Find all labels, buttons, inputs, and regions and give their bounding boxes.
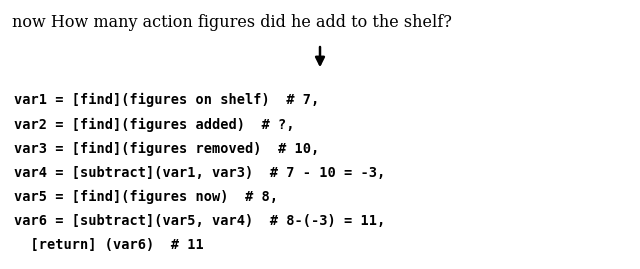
Text: [return] (var6)  # 11: [return] (var6) # 11 [14, 238, 204, 252]
Text: now How many action figures did he add to the shelf?: now How many action figures did he add t… [12, 15, 451, 31]
Text: var3 = [find](figures removed)  # 10,: var3 = [find](figures removed) # 10, [14, 141, 319, 156]
Text: var4 = [subtract](var1, var3)  # 7 - 10 = -3,: var4 = [subtract](var1, var3) # 7 - 10 =… [14, 166, 385, 180]
Text: var5 = [find](figures now)  # 8,: var5 = [find](figures now) # 8, [14, 190, 278, 204]
Text: var2 = [find](figures added)  # ?,: var2 = [find](figures added) # ?, [14, 118, 294, 132]
Text: var1 = [find](figures on shelf)  # 7,: var1 = [find](figures on shelf) # 7, [14, 93, 319, 108]
Text: var6 = [subtract](var5, var4)  # 8-(-3) = 11,: var6 = [subtract](var5, var4) # 8-(-3) =… [14, 214, 385, 228]
